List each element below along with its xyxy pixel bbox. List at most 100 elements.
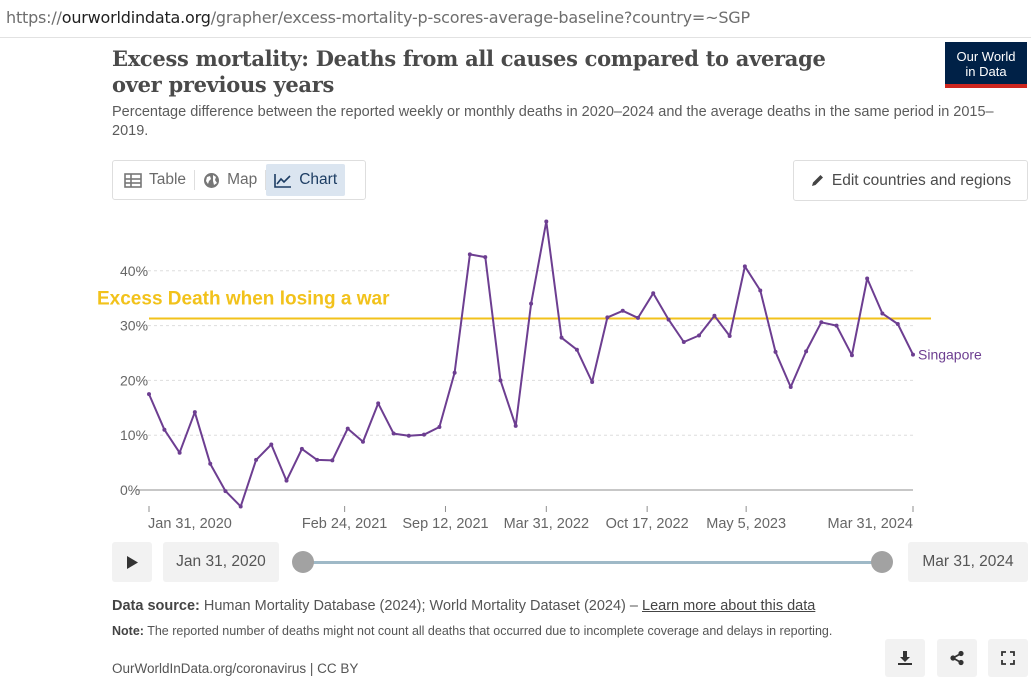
table-icon <box>124 172 142 188</box>
edit-countries-button[interactable]: Edit countries and regions <box>793 160 1028 201</box>
data-point <box>635 315 640 320</box>
credit-line[interactable]: OurWorldInData.org/coronavirus | CC BY <box>112 661 359 676</box>
tab-divider <box>265 170 267 190</box>
data-point <box>422 432 427 437</box>
data-point <box>437 424 442 429</box>
data-point <box>773 349 778 354</box>
y-tick-label: 10% <box>120 427 148 443</box>
line-chart: 0% 10% 20% 30% 40% Jan 31, 2020 Feb 24, 2021 S… <box>97 219 982 532</box>
timeline-slider-track[interactable] <box>303 561 883 564</box>
data-point <box>681 340 686 345</box>
source-label: Data source: <box>112 598 200 614</box>
fullscreen-icon <box>1001 651 1015 665</box>
learn-more-link[interactable]: Learn more about this data <box>642 598 816 614</box>
x-tick-label: Mar 31, 2024 <box>828 516 913 532</box>
view-tabs: Table Map Chart <box>112 160 366 200</box>
data-point <box>742 264 747 269</box>
data-point <box>880 311 885 316</box>
data-point <box>284 478 289 483</box>
logo-line-2: in Data <box>965 64 1007 79</box>
note-label: Note: <box>112 624 144 638</box>
timeline-start-date[interactable]: Jan 31, 2020 <box>163 542 279 582</box>
x-tick-label: Jan 31, 2020 <box>148 516 232 532</box>
data-point <box>712 313 717 318</box>
data-point <box>391 431 396 436</box>
data-point <box>498 378 503 383</box>
data-point <box>865 276 870 281</box>
data-point <box>758 288 763 293</box>
tab-table-label: Table <box>149 171 187 188</box>
data-point <box>376 401 381 406</box>
data-point <box>788 384 793 389</box>
line-chart-icon <box>274 173 292 188</box>
fullscreen-button[interactable] <box>988 639 1028 677</box>
data-point <box>895 321 900 326</box>
data-point <box>299 446 304 451</box>
share-icon <box>950 650 964 666</box>
data-point <box>911 352 915 357</box>
play-button[interactable] <box>112 542 152 582</box>
edit-countries-label: Edit countries and regions <box>831 171 1012 189</box>
browser-url-bar[interactable]: https://ourworldindata.org/grapher/exces… <box>0 0 1031 38</box>
data-point <box>452 370 457 375</box>
note-text: The reported number of deaths might not … <box>147 624 833 638</box>
data-point <box>513 423 518 428</box>
chart-note: Note: The reported number of deaths migh… <box>112 623 872 639</box>
timeline-start-handle[interactable] <box>292 551 314 573</box>
chart-title: Excess mortality: Deaths from all causes… <box>112 46 826 97</box>
data-point <box>208 461 213 466</box>
tab-divider <box>194 170 196 190</box>
data-point <box>559 335 564 340</box>
tab-table[interactable]: Table <box>116 164 194 196</box>
data-point <box>345 426 350 431</box>
data-point <box>666 317 671 322</box>
data-point <box>804 349 809 354</box>
series-line-singapore <box>148 220 914 508</box>
data-point <box>177 450 182 455</box>
series-label: Singapore <box>918 347 982 363</box>
owid-logo[interactable]: Our World in Data <box>945 42 1027 88</box>
timeline-end-handle[interactable] <box>871 551 893 573</box>
y-tick-label: 20% <box>120 372 148 388</box>
data-point <box>697 333 702 338</box>
data-point <box>620 308 625 313</box>
data-point <box>590 380 595 385</box>
data-point <box>238 504 243 509</box>
source-text: Human Mortality Database (2024); World M… <box>203 598 638 614</box>
data-point <box>651 291 656 296</box>
data-point <box>605 315 610 320</box>
data-point <box>529 301 534 306</box>
data-point <box>483 255 488 260</box>
tab-map-label: Map <box>227 171 258 188</box>
tab-chart[interactable]: Chart <box>266 164 346 196</box>
data-point <box>162 427 167 432</box>
x-tick-label: Sep 12, 2021 <box>402 516 488 532</box>
data-point <box>574 347 579 352</box>
data-source: Data source: Human Mortality Database (2… <box>112 598 815 614</box>
annotation-label: Excess Death when losing a war <box>97 288 390 309</box>
timeline-end-date[interactable]: Mar 31, 2024 <box>908 542 1028 582</box>
x-tick-label: Mar 31, 2022 <box>504 516 589 532</box>
data-point <box>467 252 472 257</box>
data-point <box>223 489 228 494</box>
data-point <box>254 457 259 462</box>
data-point <box>315 457 320 462</box>
data-point <box>269 442 274 447</box>
play-icon <box>127 555 138 569</box>
url-text[interactable]: https://ourworldindata.org/grapher/exces… <box>6 8 750 27</box>
x-tick-label: May 5, 2023 <box>706 516 786 532</box>
x-tick-label: Feb 24, 2021 <box>302 516 387 532</box>
tab-map[interactable]: Map <box>195 164 265 196</box>
data-point <box>727 334 732 339</box>
globe-icon <box>204 172 220 188</box>
share-button[interactable] <box>937 639 977 677</box>
download-icon <box>898 651 912 665</box>
x-tick-label: Oct 17, 2022 <box>606 516 689 532</box>
data-point <box>192 410 197 415</box>
y-tick-label: 30% <box>120 318 148 334</box>
data-point <box>360 439 365 444</box>
data-point <box>330 458 335 463</box>
logo-line-1: Our World <box>956 49 1016 64</box>
download-button[interactable] <box>885 639 925 677</box>
pencil-icon <box>811 175 823 186</box>
